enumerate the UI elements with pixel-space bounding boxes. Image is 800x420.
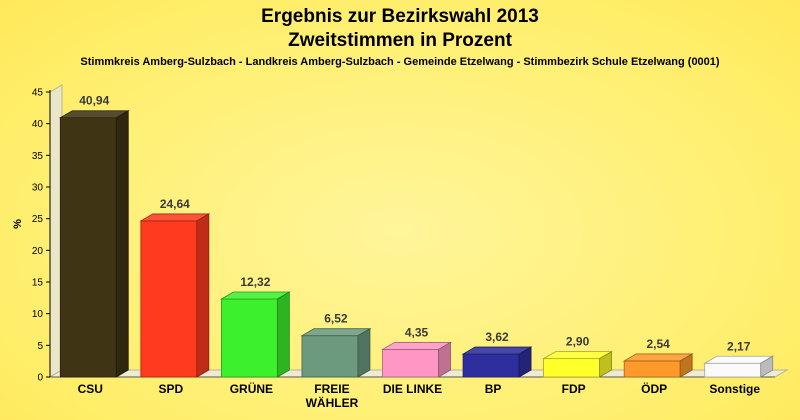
bar-front bbox=[382, 349, 439, 378]
y-tick-label: 0 bbox=[37, 373, 43, 384]
x-tick-label: ÖDP bbox=[641, 381, 667, 396]
data-label: 4,35 bbox=[405, 325, 429, 339]
bar-front bbox=[623, 360, 681, 378]
bar-front bbox=[301, 335, 359, 378]
bar-front bbox=[462, 353, 520, 378]
y-tick-label: 45 bbox=[32, 88, 44, 99]
y-tick-label: 10 bbox=[32, 309, 44, 320]
bar-front bbox=[220, 298, 278, 378]
bar-front bbox=[704, 362, 762, 378]
bar bbox=[139, 213, 211, 378]
bar-side bbox=[357, 328, 371, 378]
x-tick-label: BP bbox=[485, 382, 502, 396]
bar bbox=[381, 341, 452, 378]
bar-side bbox=[679, 353, 693, 378]
bar bbox=[622, 353, 694, 378]
x-tick-label: FDP bbox=[562, 382, 586, 396]
x-tick-label: FREIE bbox=[314, 382, 349, 396]
bar-side bbox=[599, 350, 613, 378]
bar bbox=[542, 350, 614, 378]
data-label: 2,17 bbox=[727, 339, 751, 353]
x-tick-label: Sonstige bbox=[709, 382, 760, 396]
x-tick-label: DIE LINKE bbox=[383, 382, 442, 396]
data-label: 40,94 bbox=[79, 94, 109, 108]
bar-side bbox=[115, 110, 129, 378]
bar-side bbox=[760, 355, 774, 378]
bar-side bbox=[276, 291, 290, 378]
bar-side bbox=[438, 341, 451, 378]
chart-title-line-2: Zweitstimmen in Prozent bbox=[288, 30, 512, 51]
data-label: 12,32 bbox=[240, 275, 270, 289]
data-label: 6,52 bbox=[324, 312, 348, 326]
bar-front bbox=[59, 117, 117, 378]
y-tick-label: 20 bbox=[32, 246, 44, 257]
bar-front bbox=[140, 220, 198, 378]
data-label: 2,54 bbox=[646, 337, 670, 351]
data-label: 24,64 bbox=[160, 197, 190, 211]
y-tick-label: 25 bbox=[32, 214, 44, 225]
plot-area: 0 5 10 15 20 25 30 35 40 45 40,94 CSU 24,64 SPD 12,32 G… bbox=[32, 84, 789, 410]
bar-front bbox=[543, 358, 601, 378]
x-tick-label: WÄHLER bbox=[306, 395, 359, 410]
x-tick-label: CSU bbox=[78, 382, 103, 396]
bar bbox=[300, 328, 372, 378]
bar bbox=[219, 291, 291, 378]
y-axis-label: % bbox=[12, 219, 24, 229]
chart-subtitle: Stimmkreis Amberg-Sulzbach - Landkreis A… bbox=[80, 56, 720, 68]
y-tick-label: 35 bbox=[32, 151, 44, 162]
x-tick-label: SPD bbox=[158, 382, 183, 396]
y-tick-label: 40 bbox=[32, 119, 44, 130]
chart-title: Ergebnis zur Bezirkswahl 2013 bbox=[261, 6, 539, 27]
y-tick-label: 15 bbox=[32, 278, 44, 289]
bar-side bbox=[196, 213, 210, 378]
data-label: 2,90 bbox=[566, 335, 590, 349]
y-tick-label: 5 bbox=[37, 341, 43, 352]
y-tick-label: 30 bbox=[32, 183, 44, 194]
bar bbox=[461, 346, 533, 378]
bar bbox=[58, 110, 130, 378]
x-tick-label: GRÜNE bbox=[230, 381, 273, 396]
bar-side bbox=[518, 346, 532, 378]
data-label: 3,62 bbox=[485, 330, 509, 344]
bar bbox=[703, 355, 775, 378]
